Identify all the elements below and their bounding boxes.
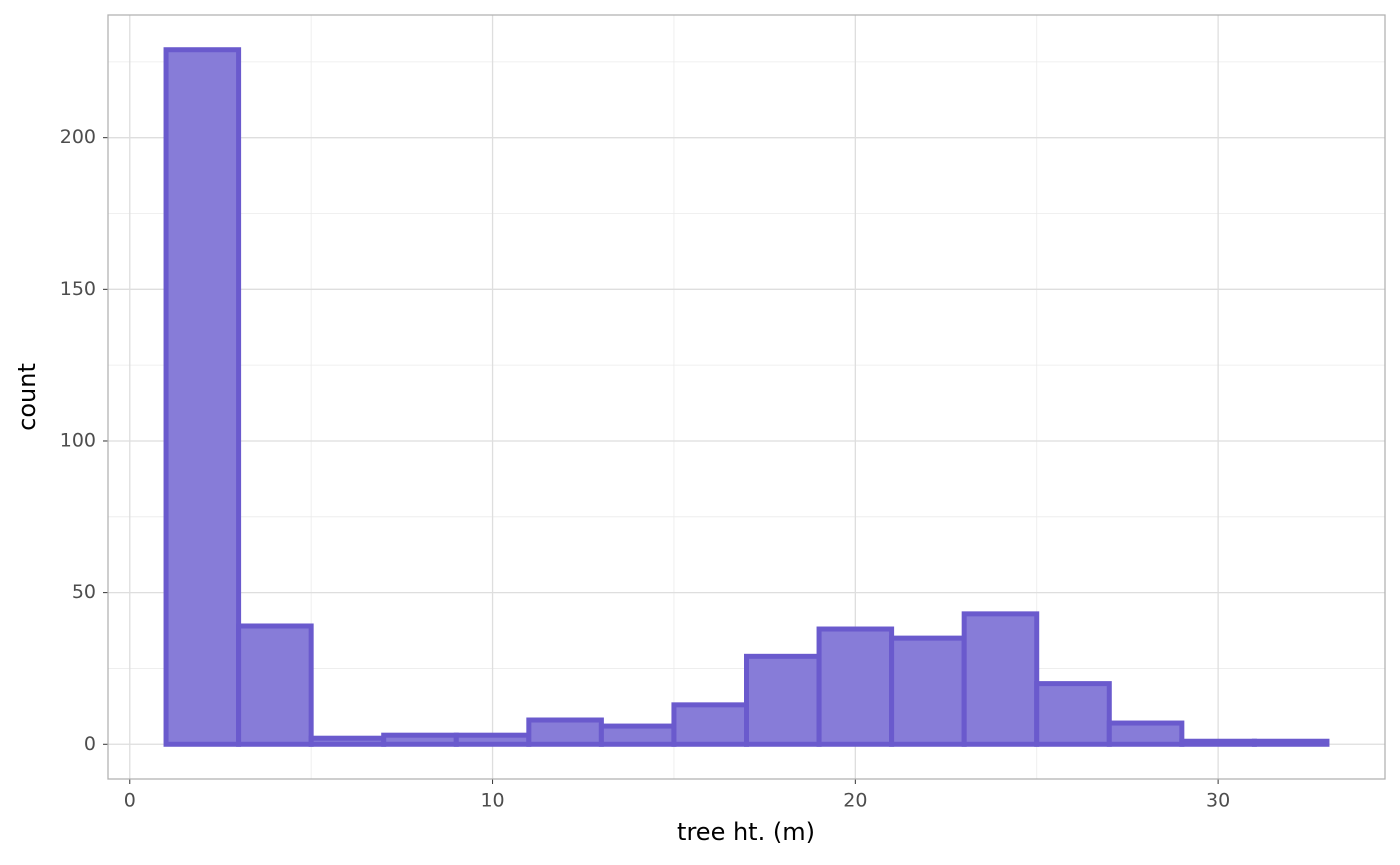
- x-tick-label: 0: [124, 790, 136, 812]
- bar: [889, 635, 967, 747]
- y-tick-label: 0: [84, 733, 96, 755]
- bar: [744, 653, 822, 747]
- bar: [526, 717, 604, 747]
- y-tick-label: 150: [60, 278, 96, 300]
- bar: [1106, 720, 1185, 747]
- bar: [671, 702, 749, 747]
- bar: [381, 732, 459, 747]
- bar: [1251, 738, 1330, 747]
- x-tick-label: 30: [1206, 790, 1230, 812]
- y-tick-label: 200: [60, 126, 96, 148]
- bar: [961, 611, 1040, 747]
- bar: [236, 623, 314, 747]
- x-tick-label: 20: [843, 790, 867, 812]
- bar: [1179, 738, 1257, 747]
- bar: [816, 626, 895, 747]
- bar: [1034, 681, 1112, 747]
- x-axis-title: tree ht. (m): [677, 818, 815, 846]
- y-axis-title: count: [13, 363, 41, 431]
- bar: [308, 735, 387, 747]
- bar: [163, 47, 242, 747]
- bar: [453, 732, 532, 747]
- y-tick-label: 50: [72, 581, 96, 603]
- panel-border: [107, 14, 1386, 780]
- x-tick-label: 10: [480, 790, 504, 812]
- y-tick-label: 100: [60, 429, 96, 451]
- bar: [598, 723, 677, 747]
